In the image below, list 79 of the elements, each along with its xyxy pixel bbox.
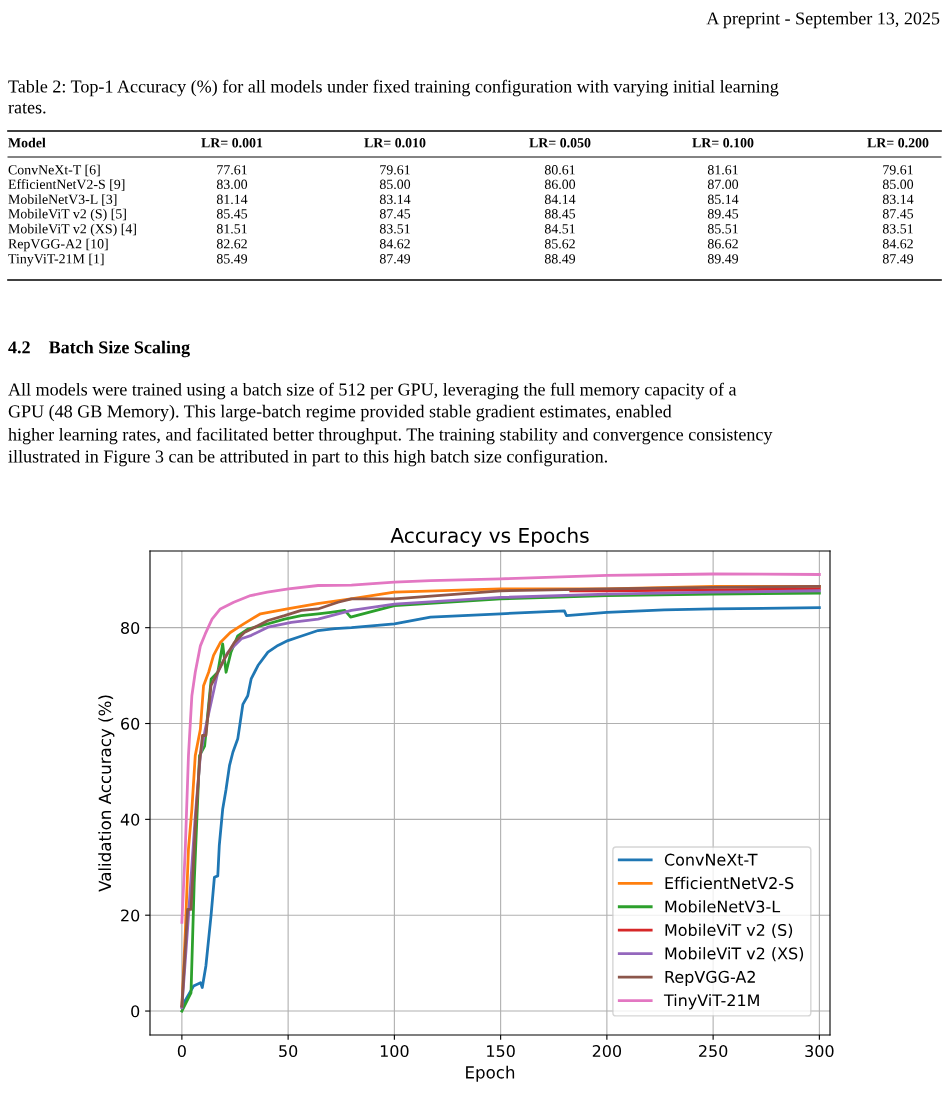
text: MobileViT v2 (S) [5] (8, 208, 126, 222)
text: 85.00 (379, 179, 411, 190)
legend-label: MobileViT v2 (XS) (665, 947, 804, 962)
text: MobileNetV3-L [3] (8, 194, 117, 206)
y-tick-label: 20 (121, 909, 140, 922)
text: 80.61 (544, 165, 575, 175)
text: 83.14 (882, 194, 914, 205)
text: MobileViT v2 (XS) [4] (8, 223, 136, 237)
text: 85.51 (707, 224, 738, 234)
text: illustrated in Figure 3 can be attributed in part to this high batch size configuration. (8, 449, 608, 467)
text: 4.2 Batch Size Scaling (8, 340, 190, 358)
line-series (180, 572, 821, 924)
caption: Table 2: Top-1 Accuracy (%) for all models under fixed training configuration with varying initial learning (8, 79, 779, 97)
text: 89.45 (707, 209, 739, 219)
text: 86.00 (544, 179, 576, 190)
text: 89.49 (707, 254, 739, 264)
text: EfficientNetV2-S [9] (8, 179, 125, 191)
text: 79.61 (883, 165, 913, 175)
text: ConvNeXt-T [6] (8, 164, 100, 177)
text: 81.14 (216, 194, 248, 205)
text: LR= 0.050 (529, 138, 591, 148)
x-tick-label: 300 (805, 1045, 834, 1058)
text: 85.00 (882, 179, 914, 190)
y-axis-title: Validation Accuracy (%) (98, 695, 115, 892)
text: LR= 0.010 (364, 138, 426, 148)
legend-label: TinyViT-21M (663, 993, 759, 1010)
x-tick-label: 100 (380, 1045, 409, 1058)
text: 88.49 (544, 254, 576, 264)
text: 84.51 (544, 224, 575, 234)
y-tick-label: 60 (121, 717, 140, 730)
text: 87.49 (882, 254, 914, 264)
text: 84.14 (544, 194, 576, 205)
x-axis-title: Epoch (466, 1065, 515, 1082)
x-tick-label: 200 (592, 1045, 622, 1058)
x-tick-label: 250 (699, 1045, 728, 1058)
text: 87.00 (707, 179, 739, 190)
text: 83.00 (216, 179, 248, 190)
text: higher learning rates, and facilitated better throughput. The training stability and convergence consistency (8, 427, 773, 445)
text: LR= 0.001 (201, 138, 263, 148)
text: 81.61 (707, 165, 738, 175)
text: 85.62 (544, 239, 575, 249)
text: 83.14 (379, 194, 411, 205)
text: 87.49 (379, 254, 411, 264)
legend-label: RepVGG-A2 (665, 970, 755, 986)
text: All models were trained using a batch size of 512 per GPU, leveraging the full memory capacity of a (8, 382, 737, 400)
x-tick-label: 150 (487, 1045, 515, 1058)
text: 81.51 (216, 224, 247, 234)
x-tick-label: 0 (177, 1045, 186, 1058)
text: 84.62 (379, 239, 410, 249)
text: A preprint - September 13, 2025 (706, 11, 940, 29)
legend-label: EfficientNetV2-S (665, 876, 794, 890)
legend-label: MobileNetV3-L (665, 900, 781, 913)
legend-label: MobileViT v2 (S) (665, 923, 793, 938)
chart-title: Accuracy vs Epochs (390, 527, 589, 547)
text: 82.62 (216, 239, 247, 249)
text: 87.45 (379, 209, 411, 219)
legend-label: ConvNeXt-T (664, 853, 758, 866)
text: rates. (8, 103, 46, 114)
text: LR= 0.200 (867, 138, 929, 148)
text: 86.62 (707, 239, 738, 249)
text: 85.14 (707, 194, 739, 205)
text: Model (8, 137, 46, 148)
text: 83.51 (882, 224, 913, 234)
text: 85.45 (216, 209, 248, 219)
text: 84.62 (882, 239, 913, 249)
text: 88.45 (544, 209, 576, 219)
text: 85.49 (216, 254, 248, 264)
text: 87.45 (882, 209, 914, 219)
text: 77.61 (217, 165, 247, 175)
y-tick-label: 80 (121, 621, 140, 634)
x-tick-label: 50 (279, 1045, 298, 1058)
text: LR= 0.100 (692, 138, 754, 148)
text: GPU (48 GB Memory). This large-batch regime provided stable gradient estimates, enabled (8, 404, 672, 422)
y-tick-label: 40 (120, 813, 140, 826)
text: 79.61 (380, 165, 410, 175)
text: 83.51 (379, 224, 410, 234)
text: RepVGG-A2 [10] (8, 238, 108, 252)
text: TinyViT-21M [1] (8, 253, 104, 267)
y-tick-label: 0 (131, 1005, 140, 1018)
